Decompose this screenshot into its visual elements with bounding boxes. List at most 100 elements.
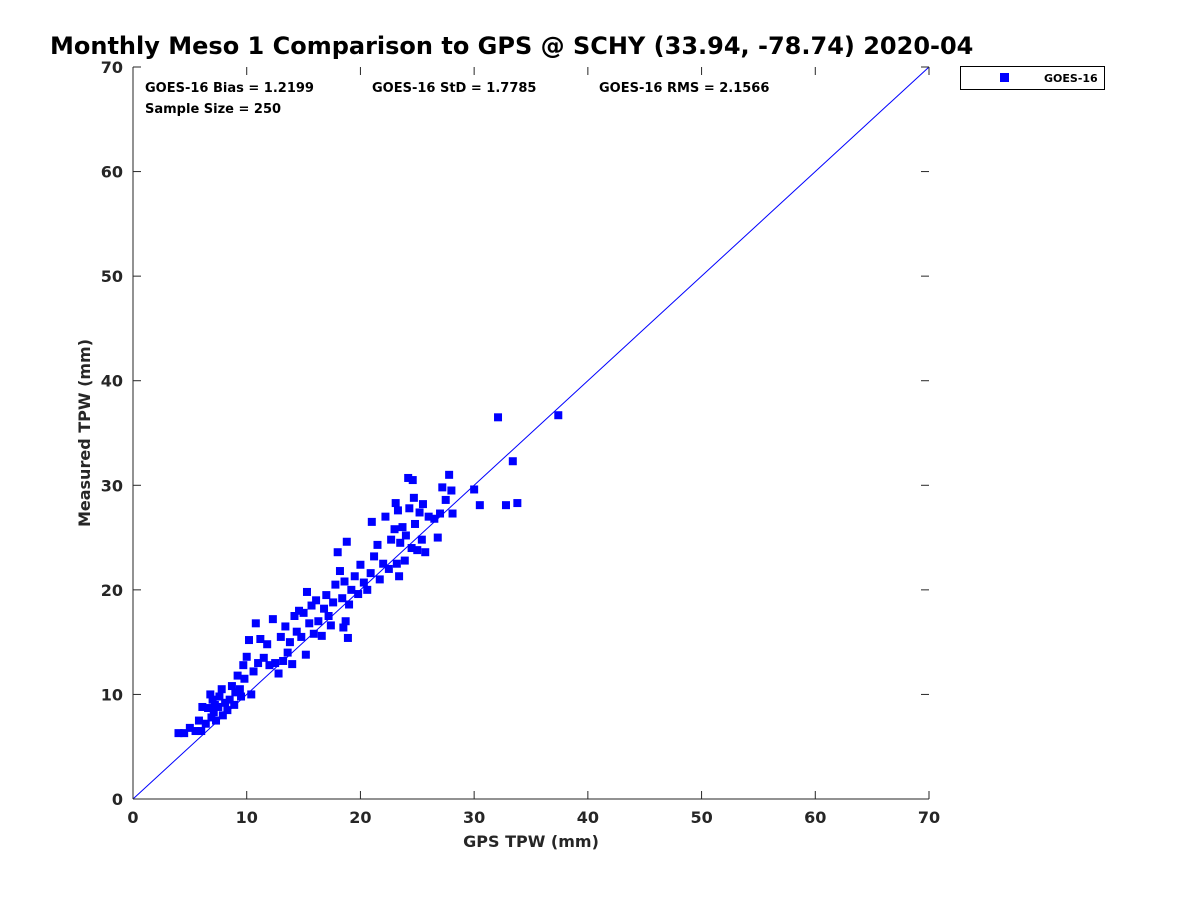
scatter-point xyxy=(390,525,399,534)
sample-size-annotation: Sample Size = 250 xyxy=(145,102,281,117)
scatter-point xyxy=(379,559,388,568)
scatter-point xyxy=(433,533,442,542)
scatter-point xyxy=(247,690,256,699)
chart-title: Monthly Meso 1 Comparison to GPS @ SCHY … xyxy=(50,32,973,60)
scatter-point xyxy=(331,580,340,589)
scatter-point xyxy=(235,685,244,694)
scatter-point xyxy=(324,612,333,620)
scatter-point xyxy=(392,559,401,568)
scatter-point xyxy=(209,708,218,717)
scatter-point xyxy=(417,535,426,544)
scatter-point xyxy=(230,700,239,709)
scatter-point xyxy=(283,648,292,657)
scatter-point xyxy=(218,711,227,720)
scatter-point xyxy=(447,486,456,495)
rms-annotation: GOES-16 RMS = 2.1566 xyxy=(599,81,769,96)
scatter-point xyxy=(223,706,232,715)
scatter-point xyxy=(424,512,433,521)
scatter-point xyxy=(413,546,422,555)
x-tick-label: 10 xyxy=(236,808,258,827)
bias-annotation: GOES-16 Bias = 1.2199 xyxy=(145,81,314,96)
scatter-point xyxy=(340,577,349,586)
scatter-point xyxy=(254,659,263,668)
scatter-point xyxy=(404,473,413,482)
y-tick-label: 50 xyxy=(101,267,123,286)
scatter-point xyxy=(288,660,297,669)
scatter-point xyxy=(384,564,393,573)
scatter-point xyxy=(233,671,242,680)
scatter-point xyxy=(366,569,375,578)
scatter-point xyxy=(381,512,390,521)
scatter-point xyxy=(285,638,294,647)
scatter-point xyxy=(305,619,314,628)
scatter-point xyxy=(290,612,299,620)
scatter-point xyxy=(225,695,234,704)
scatter-point xyxy=(395,572,404,581)
scatter-point xyxy=(237,692,246,701)
scatter-point xyxy=(281,622,290,631)
scatter-point xyxy=(363,585,372,594)
scatter-point xyxy=(204,704,213,713)
scatter-point xyxy=(240,674,249,683)
y-tick-label: 10 xyxy=(101,685,123,704)
scatter-point xyxy=(174,729,183,738)
scatter-point xyxy=(242,652,251,661)
scatter-point xyxy=(436,509,445,518)
scatter-point xyxy=(400,556,409,565)
scatter-point xyxy=(341,617,350,626)
scatter-point xyxy=(259,653,268,662)
scatter-point xyxy=(418,500,427,509)
scatter-point xyxy=(214,702,223,711)
scatter-point xyxy=(191,727,200,736)
scatter-point xyxy=(206,690,215,699)
legend-box xyxy=(960,66,1105,90)
scatter-point xyxy=(335,567,344,576)
x-tick-label: 30 xyxy=(463,808,485,827)
scatter-point xyxy=(197,727,206,736)
scatter-point xyxy=(295,606,304,615)
scatter-point xyxy=(208,695,217,704)
x-tick-label: 0 xyxy=(127,808,138,827)
scatter-point xyxy=(513,499,522,508)
scatter-point xyxy=(409,493,418,502)
scatter-point xyxy=(207,713,216,722)
scatter-point xyxy=(350,572,359,581)
scatter-point xyxy=(445,470,454,479)
scatter-point xyxy=(320,604,329,613)
scatter-point xyxy=(501,501,510,510)
scatter-point xyxy=(470,485,479,494)
axis-ticks: 0 10 20 30 40 50 60 70 0 10 20 30 40 50 60 70 xyxy=(101,58,940,827)
scatter-point xyxy=(301,650,310,659)
scatter-point xyxy=(343,633,352,642)
y-tick-label: 0 xyxy=(112,790,123,809)
x-tick-label: 60 xyxy=(804,808,826,827)
scatter-point xyxy=(314,617,323,626)
scatter-point xyxy=(333,548,342,557)
legend-label: GOES-16 xyxy=(1044,72,1098,85)
x-tick-label: 20 xyxy=(349,808,371,827)
scatter-point xyxy=(475,501,484,510)
scatter-point xyxy=(415,508,424,517)
scatter-point xyxy=(265,661,274,670)
scatter-point xyxy=(338,594,347,603)
scatter-point xyxy=(185,723,194,732)
scatter-point xyxy=(268,615,277,624)
y-tick-label: 70 xyxy=(101,58,123,77)
scatter-point xyxy=(317,631,326,640)
scatter-point xyxy=(326,621,335,630)
scatter-point xyxy=(251,619,260,628)
std-annotation: GOES-16 StD = 1.7785 xyxy=(372,81,536,96)
scatter-point xyxy=(441,495,450,504)
scatter-point xyxy=(212,716,221,725)
scatter-point xyxy=(430,514,439,523)
scatter-point xyxy=(387,535,396,544)
scatter-point xyxy=(393,506,402,515)
scatter-point xyxy=(448,509,457,518)
scatter-point xyxy=(297,632,306,641)
y-axis-label: Measured TPW (mm) xyxy=(75,339,94,527)
scatter-point xyxy=(249,667,258,676)
scatter-point xyxy=(554,411,563,420)
scatter-point xyxy=(373,540,382,549)
scatter-point xyxy=(408,476,417,485)
